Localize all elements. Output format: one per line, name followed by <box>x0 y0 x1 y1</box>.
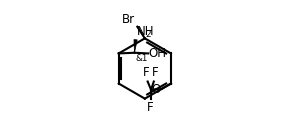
Text: F: F <box>147 101 154 114</box>
Text: OH: OH <box>149 47 167 60</box>
Text: Br: Br <box>121 13 135 26</box>
Text: O: O <box>151 83 161 95</box>
Text: NH: NH <box>137 25 154 38</box>
Text: F: F <box>152 66 159 79</box>
Text: &1: &1 <box>136 54 148 63</box>
Text: 2: 2 <box>145 30 150 39</box>
Text: F: F <box>143 66 149 79</box>
Polygon shape <box>134 40 137 53</box>
